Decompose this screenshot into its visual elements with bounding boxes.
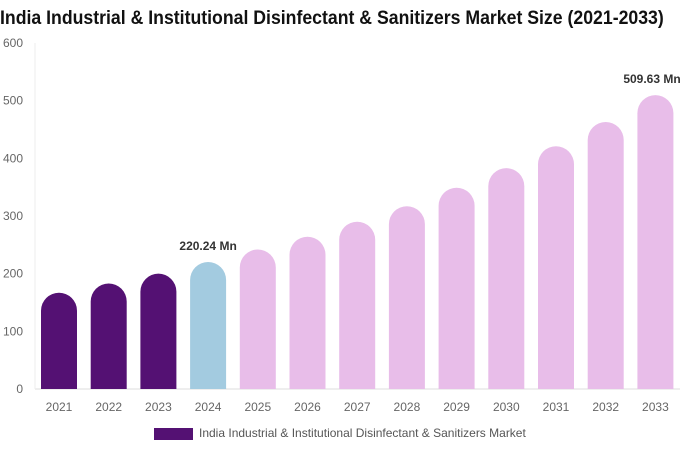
bar-2025 [239, 249, 276, 389]
x-tick-label: 2026 [294, 400, 321, 414]
x-tick-label: 2031 [543, 400, 570, 414]
x-tick-label: 2025 [244, 400, 271, 414]
data-label: 509.63 Mn [623, 72, 680, 86]
bar-2030 [488, 168, 525, 389]
bar-2022 [90, 283, 127, 389]
y-tick-label: 0 [16, 382, 23, 396]
x-tick-label: 2030 [493, 400, 520, 414]
bar-2029 [438, 187, 475, 389]
y-tick-label: 200 [3, 267, 23, 281]
y-tick-label: 300 [3, 209, 23, 223]
y-tick-label: 500 [3, 94, 23, 108]
legend-label: India Industrial & Institutional Disinfe… [199, 426, 526, 440]
bar-2021 [41, 292, 77, 389]
y-tick-label: 400 [3, 151, 23, 165]
bar-2028 [388, 206, 425, 389]
chart-title: India Industrial & Institutional Disinfe… [0, 8, 664, 29]
x-tick-label: 2028 [394, 400, 421, 414]
data-label: 220.24 Mn [179, 239, 236, 253]
bar-2024 [190, 261, 227, 389]
bar-2031 [538, 146, 574, 389]
x-tick-label: 2029 [443, 400, 470, 414]
bar-2033 [637, 95, 674, 389]
bar-2027 [339, 221, 376, 389]
bar-2026 [289, 236, 326, 389]
bar-2032 [587, 122, 624, 389]
y-tick-label: 100 [3, 324, 23, 338]
x-tick-label: 2033 [642, 400, 669, 414]
bar-2023 [140, 273, 177, 389]
x-tick-label: 2022 [95, 400, 122, 414]
x-tick-label: 2023 [145, 400, 172, 414]
y-tick-label: 600 [3, 36, 23, 50]
x-tick-label: 2024 [195, 400, 222, 414]
x-tick-label: 2032 [592, 400, 619, 414]
x-tick-label: 2027 [344, 400, 371, 414]
x-tick-label: 2021 [46, 400, 73, 414]
legend-swatch [154, 428, 193, 440]
